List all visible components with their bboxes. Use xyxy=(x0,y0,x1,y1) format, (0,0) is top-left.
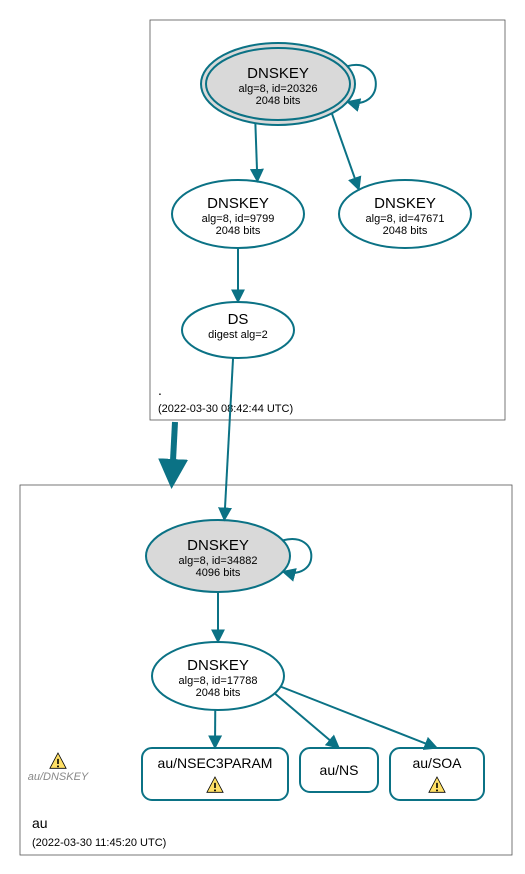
node-au_ksk: DNSKEYalg=8, id=348824096 bits xyxy=(146,520,290,592)
node-title: DNSKEY xyxy=(247,65,309,82)
edge-ds-au_ksk xyxy=(224,358,233,520)
node-sub2: 2048 bits xyxy=(383,225,428,237)
node-title: au/NS xyxy=(320,762,359,778)
node-root_zsk1: DNSKEYalg=8, id=97992048 bits xyxy=(172,180,304,248)
node-au_ns: au/NS xyxy=(300,748,378,792)
edge-root_ksk-root_zsk2 xyxy=(332,113,359,189)
node-au-dnskey-warn: au/DNSKEY xyxy=(28,753,89,783)
node-sub1: alg=8, id=17788 xyxy=(179,675,258,687)
node-au_soa: au/SOA xyxy=(390,748,484,800)
node-sub1: alg=8, id=20326 xyxy=(239,83,318,95)
zone-root-timestamp: (2022-03-30 08:42:44 UTC) xyxy=(158,403,293,415)
zone-au-label: au xyxy=(32,815,48,831)
zone-root-label: . xyxy=(158,382,162,398)
node-title: au/SOA xyxy=(412,755,462,771)
node-sub1: alg=8, id=34882 xyxy=(179,555,258,567)
warning-icon xyxy=(50,753,66,768)
node-au_zsk: DNSKEYalg=8, id=177882048 bits xyxy=(152,642,284,710)
node-au_nsec3: au/NSEC3PARAM xyxy=(142,748,288,800)
node-title: DS xyxy=(228,311,249,328)
node-title: DNSKEY xyxy=(187,657,249,674)
zone-au-timestamp: (2022-03-30 11:45:20 UTC) xyxy=(32,837,166,849)
node-sub2: 4096 bits xyxy=(196,567,241,579)
edge-root_ksk-root_zsk1 xyxy=(255,123,257,181)
node-sub2: 2048 bits xyxy=(256,95,301,107)
node-title: DNSKEY xyxy=(207,195,269,212)
node-root_zsk2: DNSKEYalg=8, id=476712048 bits xyxy=(339,180,471,248)
node-sub1: alg=8, id=9799 xyxy=(202,213,275,225)
node-sub1: alg=8, id=47671 xyxy=(366,213,445,225)
warn-label: au/DNSKEY xyxy=(28,771,89,783)
node-sub2: 2048 bits xyxy=(196,687,241,699)
node-title: DNSKEY xyxy=(374,195,436,212)
node-title: DNSKEY xyxy=(187,537,249,554)
node-title: au/NSEC3PARAM xyxy=(158,755,273,771)
node-sub1: digest alg=2 xyxy=(208,329,268,341)
zone-arrow xyxy=(172,422,175,480)
node-ds: DSdigest alg=2 xyxy=(182,302,294,358)
node-root_ksk: DNSKEYalg=8, id=203262048 bits xyxy=(201,43,355,125)
node-sub2: 2048 bits xyxy=(216,225,261,237)
edge-au_zsk-au_ns xyxy=(275,693,339,748)
